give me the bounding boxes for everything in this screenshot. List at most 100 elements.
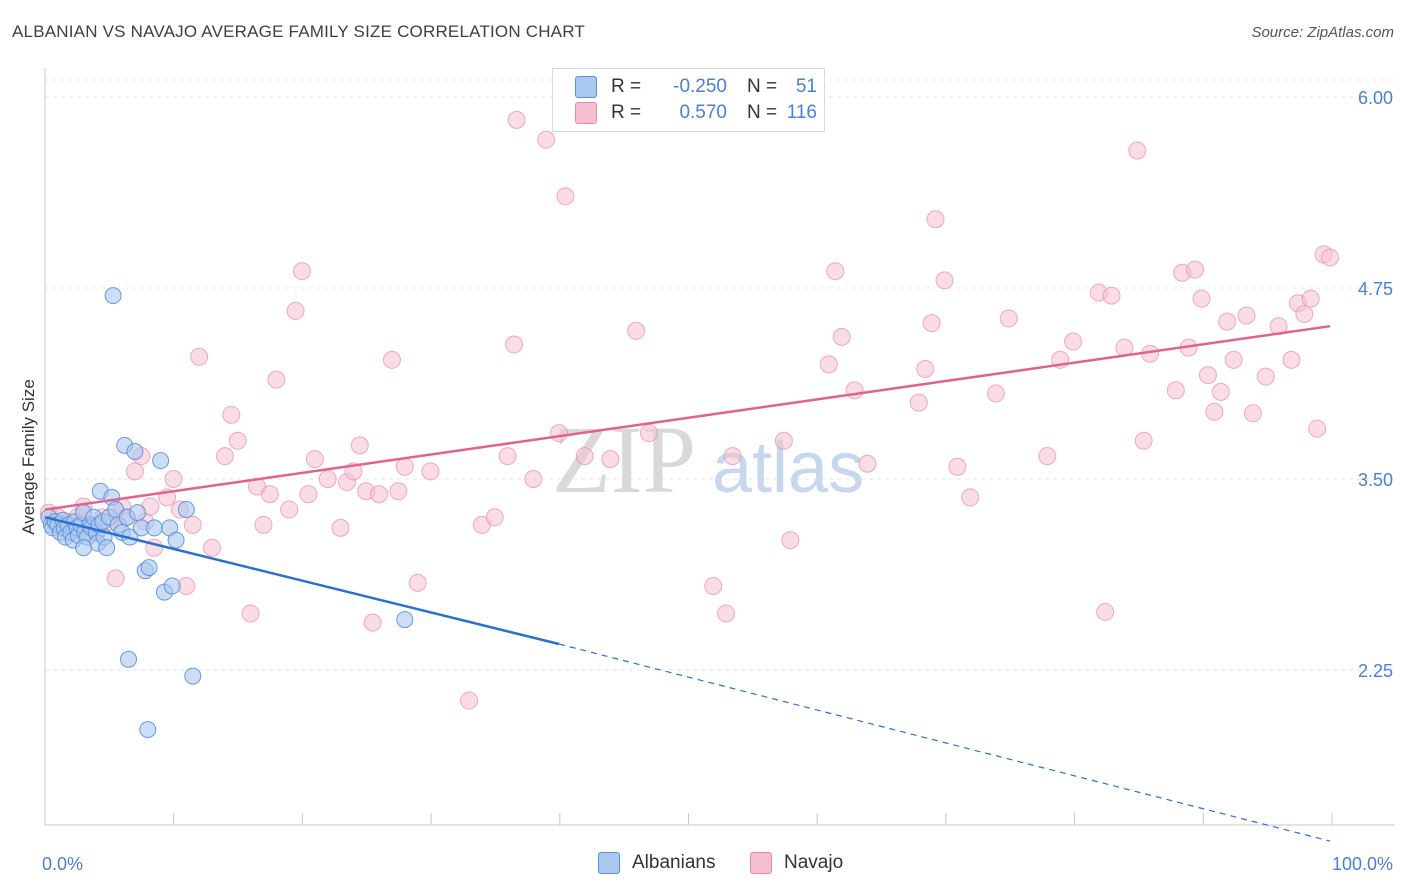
legend-row-navajo: R = 0.570 N = 116 xyxy=(575,101,817,125)
albanian-point xyxy=(126,442,144,460)
navajo-point xyxy=(215,447,234,466)
navajo-point xyxy=(1301,289,1320,308)
navajo-point xyxy=(986,384,1005,403)
navajo-point xyxy=(350,436,369,455)
navajo-point xyxy=(1308,419,1327,438)
albanian-trend-line xyxy=(44,515,560,646)
chart-title: ALBANIAN VS NAVAJO AVERAGE FAMILY SIZE C… xyxy=(12,22,585,41)
navajo-point xyxy=(781,531,800,550)
legend-n-label: N = xyxy=(747,102,778,123)
albanian-point xyxy=(104,287,122,305)
navajo-point xyxy=(1321,248,1339,267)
x-tick-label-min: 0.0% xyxy=(42,854,83,874)
navajo-point xyxy=(948,457,967,476)
navajo-point xyxy=(832,327,851,346)
watermark-zip: ZIP xyxy=(552,406,696,513)
navajo-point xyxy=(819,355,838,374)
navajo-point xyxy=(524,470,543,488)
legend-r-label: R = xyxy=(611,102,642,123)
navajo-point xyxy=(774,431,793,450)
navajo-point xyxy=(318,470,337,488)
navajo-point xyxy=(203,538,222,557)
navajo-point xyxy=(704,576,723,595)
albanian-point xyxy=(98,539,116,557)
navajo-point xyxy=(241,604,260,623)
legend-item-navajo[interactable]: Navajo xyxy=(750,852,843,874)
navajo-point xyxy=(183,515,202,534)
x-tick-label-max: 100.0% xyxy=(1332,854,1393,874)
navajo-point xyxy=(1205,402,1224,421)
navajo-point xyxy=(395,457,414,476)
legend-n-label: N = xyxy=(747,76,778,97)
navajo-point xyxy=(935,271,954,290)
navajo-point xyxy=(961,488,980,507)
legend-item-albanians[interactable]: Albanians xyxy=(598,852,715,874)
navajo-point xyxy=(299,485,318,504)
navajo-point xyxy=(125,462,144,481)
navajo-point xyxy=(916,359,935,378)
trend-lines xyxy=(44,324,1331,842)
navajo-point xyxy=(556,187,575,206)
navajo-point xyxy=(1128,141,1147,160)
navajo-point xyxy=(1186,260,1205,279)
navajo-point xyxy=(331,518,350,537)
navajo-point xyxy=(1038,447,1057,466)
legend-n-value: 116 xyxy=(786,102,817,123)
navajo-point xyxy=(826,262,845,281)
navajo-point xyxy=(190,347,209,366)
axes xyxy=(44,68,1395,826)
axis-labels: 2.25 3.50 4.75 6.00 0.0% 100.0% Average Family… xyxy=(19,88,1393,874)
navajo-point xyxy=(909,393,928,412)
navajo-point xyxy=(1224,350,1243,369)
navajo-point xyxy=(1243,404,1262,423)
navajo-point xyxy=(228,431,247,450)
legend-row-albanians: R = -0.250 N = 51 xyxy=(575,75,817,99)
albanian-point xyxy=(396,611,414,629)
navajo-point xyxy=(389,482,408,501)
navajo-point xyxy=(460,691,479,710)
navajo-point xyxy=(1096,602,1115,621)
navajo-point xyxy=(1198,366,1217,385)
y-tick-label: 6.00 xyxy=(1358,88,1393,108)
navajo-swatch xyxy=(750,852,772,874)
navajo-point xyxy=(280,500,299,519)
source-label: Source: ZipAtlas.com xyxy=(1251,24,1394,41)
navajo-point xyxy=(601,450,620,469)
legend-r-label: R = xyxy=(611,76,642,97)
series-legend: Albanians Navajo xyxy=(0,852,1406,876)
navajo-point xyxy=(1256,367,1275,386)
navajo-point xyxy=(164,470,183,488)
albanian-point xyxy=(139,721,157,739)
navajo-point xyxy=(723,447,742,466)
y-tick-label: 2.25 xyxy=(1358,661,1393,681)
albanian-trend-extension xyxy=(558,643,1331,842)
y-tick-label: 3.50 xyxy=(1358,470,1393,490)
legend-swatch-blue xyxy=(575,76,597,98)
navajo-point xyxy=(260,485,279,504)
navajo-point xyxy=(382,350,401,369)
albanian-point xyxy=(140,559,158,577)
navajo-point xyxy=(1237,306,1256,325)
navajo-point xyxy=(627,321,646,340)
legend-r-value: -0.250 xyxy=(673,76,727,97)
albanian-point xyxy=(145,519,163,537)
legend-r-value: 0.570 xyxy=(679,102,727,123)
watermark: ZIP atlas xyxy=(552,406,864,513)
navajo-point xyxy=(293,262,311,281)
albanian-point xyxy=(120,650,138,668)
navajo-point xyxy=(498,447,517,466)
albanian-point xyxy=(184,667,202,685)
navajo-point xyxy=(485,508,504,527)
navajo-point xyxy=(639,424,658,443)
navajo-point xyxy=(1218,312,1237,331)
navajo-point xyxy=(363,613,382,632)
navajo-point xyxy=(926,210,945,229)
albanian-point xyxy=(152,452,170,470)
navajo-point xyxy=(1192,289,1211,308)
navajo-point xyxy=(507,110,526,129)
navajo-label: Navajo xyxy=(784,852,844,873)
navajo-point xyxy=(1211,382,1230,401)
navajo-point xyxy=(1295,304,1314,323)
navajo-point xyxy=(1166,381,1185,400)
